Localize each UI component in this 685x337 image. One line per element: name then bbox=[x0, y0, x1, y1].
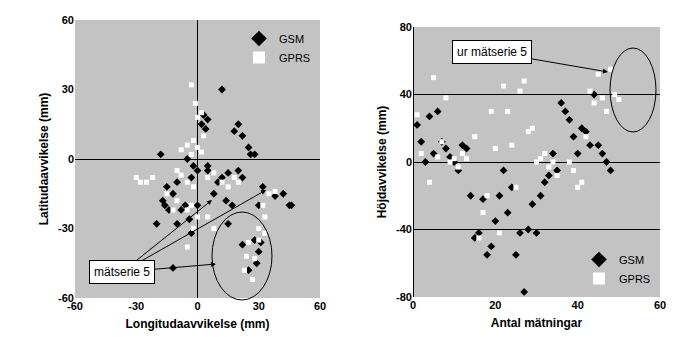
svg-text:-80: -80 bbox=[396, 291, 412, 303]
svg-text:Antal mätningar: Antal mätningar bbox=[491, 316, 583, 330]
svg-text:40: 40 bbox=[572, 299, 584, 311]
svg-text:40: 40 bbox=[400, 88, 412, 100]
svg-text:0: 0 bbox=[194, 300, 200, 312]
svg-text:0: 0 bbox=[68, 153, 74, 165]
svg-text:GSM: GSM bbox=[619, 254, 644, 266]
svg-text:60: 60 bbox=[62, 14, 74, 26]
svg-text:-60: -60 bbox=[67, 300, 83, 312]
svg-text:60: 60 bbox=[314, 300, 326, 312]
svg-text:GPRS: GPRS bbox=[279, 52, 310, 64]
svg-text:GPRS: GPRS bbox=[619, 273, 650, 285]
svg-text:20: 20 bbox=[489, 299, 501, 311]
svg-text:60: 60 bbox=[654, 299, 666, 311]
svg-text:Latitudaavvikelse (mm): Latitudaavvikelse (mm) bbox=[37, 93, 51, 226]
svg-text:30: 30 bbox=[253, 300, 265, 312]
svg-text:Höjdavvikelse (mm): Höjdavvikelse (mm) bbox=[375, 106, 389, 219]
svg-text:-30: -30 bbox=[58, 222, 74, 234]
svg-text:80: 80 bbox=[400, 21, 412, 33]
svg-text:-30: -30 bbox=[128, 300, 144, 312]
svg-text:mätserie 5: mätserie 5 bbox=[94, 265, 150, 279]
svg-text:0: 0 bbox=[406, 156, 412, 168]
svg-text:0: 0 bbox=[410, 299, 416, 311]
svg-text:30: 30 bbox=[62, 83, 74, 95]
svg-text:mätserie 5: mätserie 5 bbox=[94, 265, 150, 279]
svg-text:mätserie 5: mätserie 5 bbox=[94, 265, 150, 279]
svg-text:Longitudaavvikelse (mm): Longitudaavvikelse (mm) bbox=[125, 317, 269, 331]
svg-text:ur mätserie 5: ur mätserie 5 bbox=[457, 45, 527, 59]
svg-text:-60: -60 bbox=[58, 292, 74, 304]
svg-text:GSM: GSM bbox=[279, 33, 304, 45]
svg-text:-40: -40 bbox=[396, 223, 412, 235]
